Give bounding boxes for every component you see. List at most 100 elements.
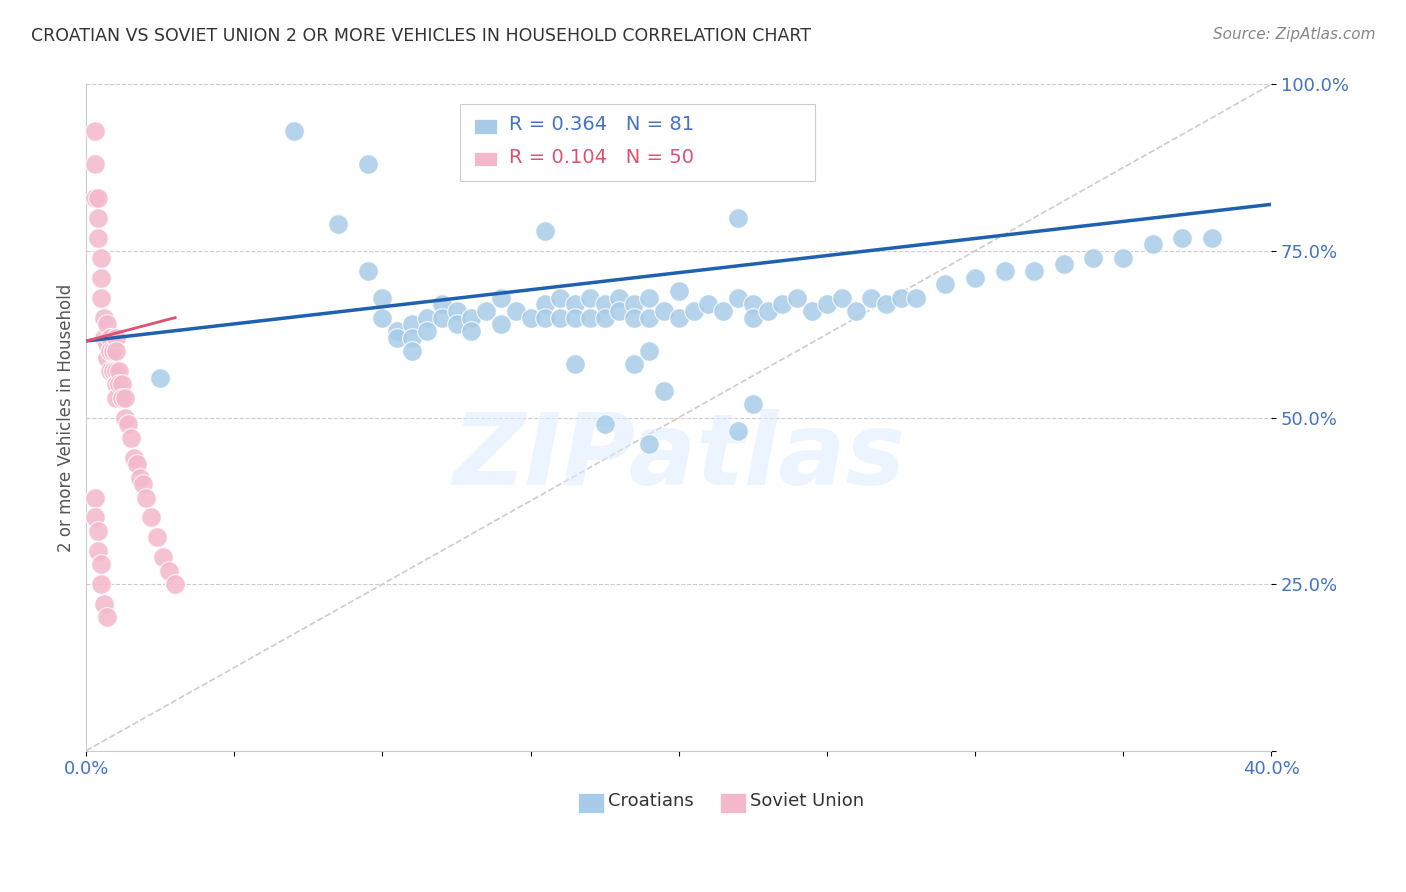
Point	[593, 417, 616, 432]
Point	[430, 310, 453, 325]
Point	[741, 397, 763, 411]
Point	[489, 318, 512, 332]
Point	[682, 304, 704, 318]
Point	[104, 343, 127, 358]
Point	[489, 291, 512, 305]
Point	[579, 310, 602, 325]
Point	[845, 304, 868, 318]
Point	[101, 343, 124, 358]
Point	[90, 251, 112, 265]
Point	[534, 297, 557, 311]
Point	[96, 351, 118, 365]
Text: Croatians: Croatians	[607, 792, 693, 810]
Point	[101, 364, 124, 378]
Point	[114, 391, 136, 405]
Point	[623, 357, 645, 371]
Point	[401, 343, 423, 358]
Point	[87, 230, 110, 244]
Point	[326, 218, 349, 232]
Point	[505, 304, 527, 318]
Point	[146, 531, 169, 545]
Point	[104, 330, 127, 344]
Point	[697, 297, 720, 311]
Point	[93, 310, 115, 325]
FancyBboxPatch shape	[474, 152, 498, 167]
Point	[904, 291, 927, 305]
Point	[963, 270, 986, 285]
Point	[815, 297, 838, 311]
FancyBboxPatch shape	[474, 120, 498, 134]
Point	[446, 304, 468, 318]
Point	[131, 477, 153, 491]
Point	[98, 364, 121, 378]
Point	[401, 318, 423, 332]
Point	[1053, 257, 1076, 271]
Point	[1171, 230, 1194, 244]
Point	[934, 277, 956, 292]
Text: CROATIAN VS SOVIET UNION 2 OR MORE VEHICLES IN HOUSEHOLD CORRELATION CHART: CROATIAN VS SOVIET UNION 2 OR MORE VEHIC…	[31, 27, 811, 45]
Point	[90, 557, 112, 571]
Point	[770, 297, 793, 311]
Point	[756, 304, 779, 318]
Text: Source: ZipAtlas.com: Source: ZipAtlas.com	[1212, 27, 1375, 42]
Point	[741, 310, 763, 325]
Point	[446, 318, 468, 332]
Point	[652, 304, 675, 318]
Point	[120, 431, 142, 445]
Point	[104, 377, 127, 392]
Point	[460, 310, 482, 325]
Point	[96, 318, 118, 332]
Point	[117, 417, 139, 432]
Point	[623, 310, 645, 325]
Point	[519, 310, 541, 325]
Point	[416, 310, 439, 325]
Point	[711, 304, 734, 318]
Point	[638, 343, 661, 358]
Y-axis label: 2 or more Vehicles in Household: 2 or more Vehicles in Household	[58, 284, 75, 551]
Point	[1142, 237, 1164, 252]
Point	[564, 310, 586, 325]
FancyBboxPatch shape	[578, 793, 605, 813]
Point	[125, 457, 148, 471]
Point	[87, 544, 110, 558]
Point	[786, 291, 808, 305]
Point	[579, 291, 602, 305]
Point	[875, 297, 897, 311]
Point	[128, 470, 150, 484]
Point	[87, 524, 110, 538]
Point	[357, 157, 380, 171]
Point	[860, 291, 883, 305]
Point	[371, 310, 394, 325]
Point	[623, 297, 645, 311]
Point	[122, 450, 145, 465]
Point	[652, 384, 675, 398]
Point	[108, 364, 131, 378]
Point	[430, 297, 453, 311]
Point	[727, 291, 749, 305]
Point	[1112, 251, 1135, 265]
Point	[141, 510, 163, 524]
Point	[387, 324, 409, 338]
Text: Soviet Union: Soviet Union	[749, 792, 863, 810]
Point	[357, 264, 380, 278]
Point	[90, 270, 112, 285]
Point	[564, 357, 586, 371]
Point	[668, 284, 690, 298]
Point	[534, 310, 557, 325]
Point	[727, 211, 749, 225]
Point	[84, 157, 107, 171]
Point	[638, 310, 661, 325]
Point	[90, 577, 112, 591]
Point	[87, 191, 110, 205]
Point	[111, 391, 134, 405]
Point	[564, 297, 586, 311]
FancyBboxPatch shape	[460, 104, 815, 181]
Point	[609, 304, 631, 318]
Point	[149, 370, 172, 384]
Point	[283, 124, 305, 138]
Point	[460, 324, 482, 338]
Point	[90, 291, 112, 305]
Point	[98, 343, 121, 358]
Point	[93, 330, 115, 344]
Point	[387, 330, 409, 344]
